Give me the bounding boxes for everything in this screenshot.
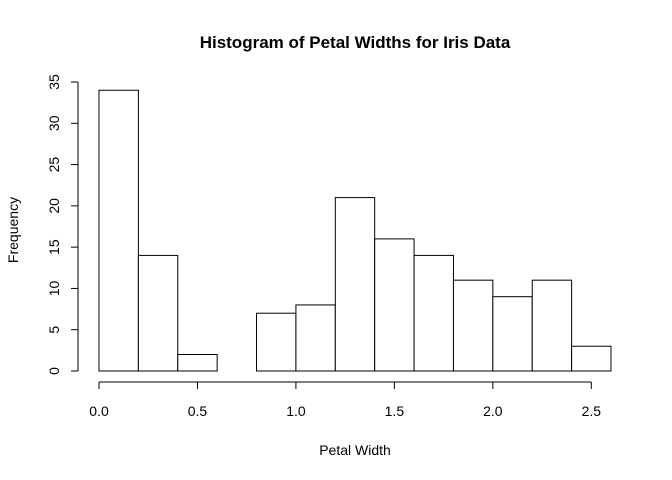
histogram-bar-5 — [295, 304, 336, 372]
x-tick-label-0: 0.0 — [89, 403, 109, 419]
x-tick-label-5: 2.5 — [582, 403, 602, 419]
histogram-bar-4 — [256, 312, 297, 372]
y-tick-label-2: 10 — [46, 280, 62, 296]
y-tick-label-4: 20 — [46, 198, 62, 214]
histogram-bar-10 — [492, 296, 533, 372]
histogram-bar-7 — [374, 238, 415, 372]
x-axis: 0.0 0.5 1.0 1.5 2.0 2.5 — [89, 381, 602, 419]
y-axis: 0 5 10 15 20 25 30 35 — [46, 74, 79, 375]
x-tick-label-2: 1.0 — [286, 403, 306, 419]
y-tick-label-3: 15 — [46, 239, 62, 255]
histogram-bar-8 — [413, 254, 454, 372]
chart-title: Histogram of Petal Widths for Iris Data — [200, 33, 511, 52]
y-tick-label-7: 35 — [46, 74, 62, 90]
y-tick-label-6: 30 — [46, 115, 62, 131]
y-tick-label-1: 5 — [46, 326, 62, 334]
histogram-bar-9 — [452, 279, 494, 372]
histogram-bar-0 — [98, 89, 139, 372]
bars-group — [98, 89, 612, 372]
histogram-bar-11 — [531, 279, 573, 372]
y-tick-label-5: 25 — [46, 157, 62, 173]
x-tick-label-4: 2.0 — [483, 403, 503, 419]
histogram-bar-6 — [334, 197, 376, 372]
histogram-bar-12 — [571, 345, 612, 372]
histogram-bar-2 — [177, 353, 218, 372]
x-tick-label-3: 1.5 — [385, 403, 405, 419]
y-tick-label-0: 0 — [46, 367, 62, 375]
x-tick-label-1: 0.5 — [188, 403, 208, 419]
histogram-bar-1 — [137, 254, 179, 372]
x-axis-label: Petal Width — [319, 442, 391, 458]
y-axis-label: Frequency — [5, 197, 21, 263]
